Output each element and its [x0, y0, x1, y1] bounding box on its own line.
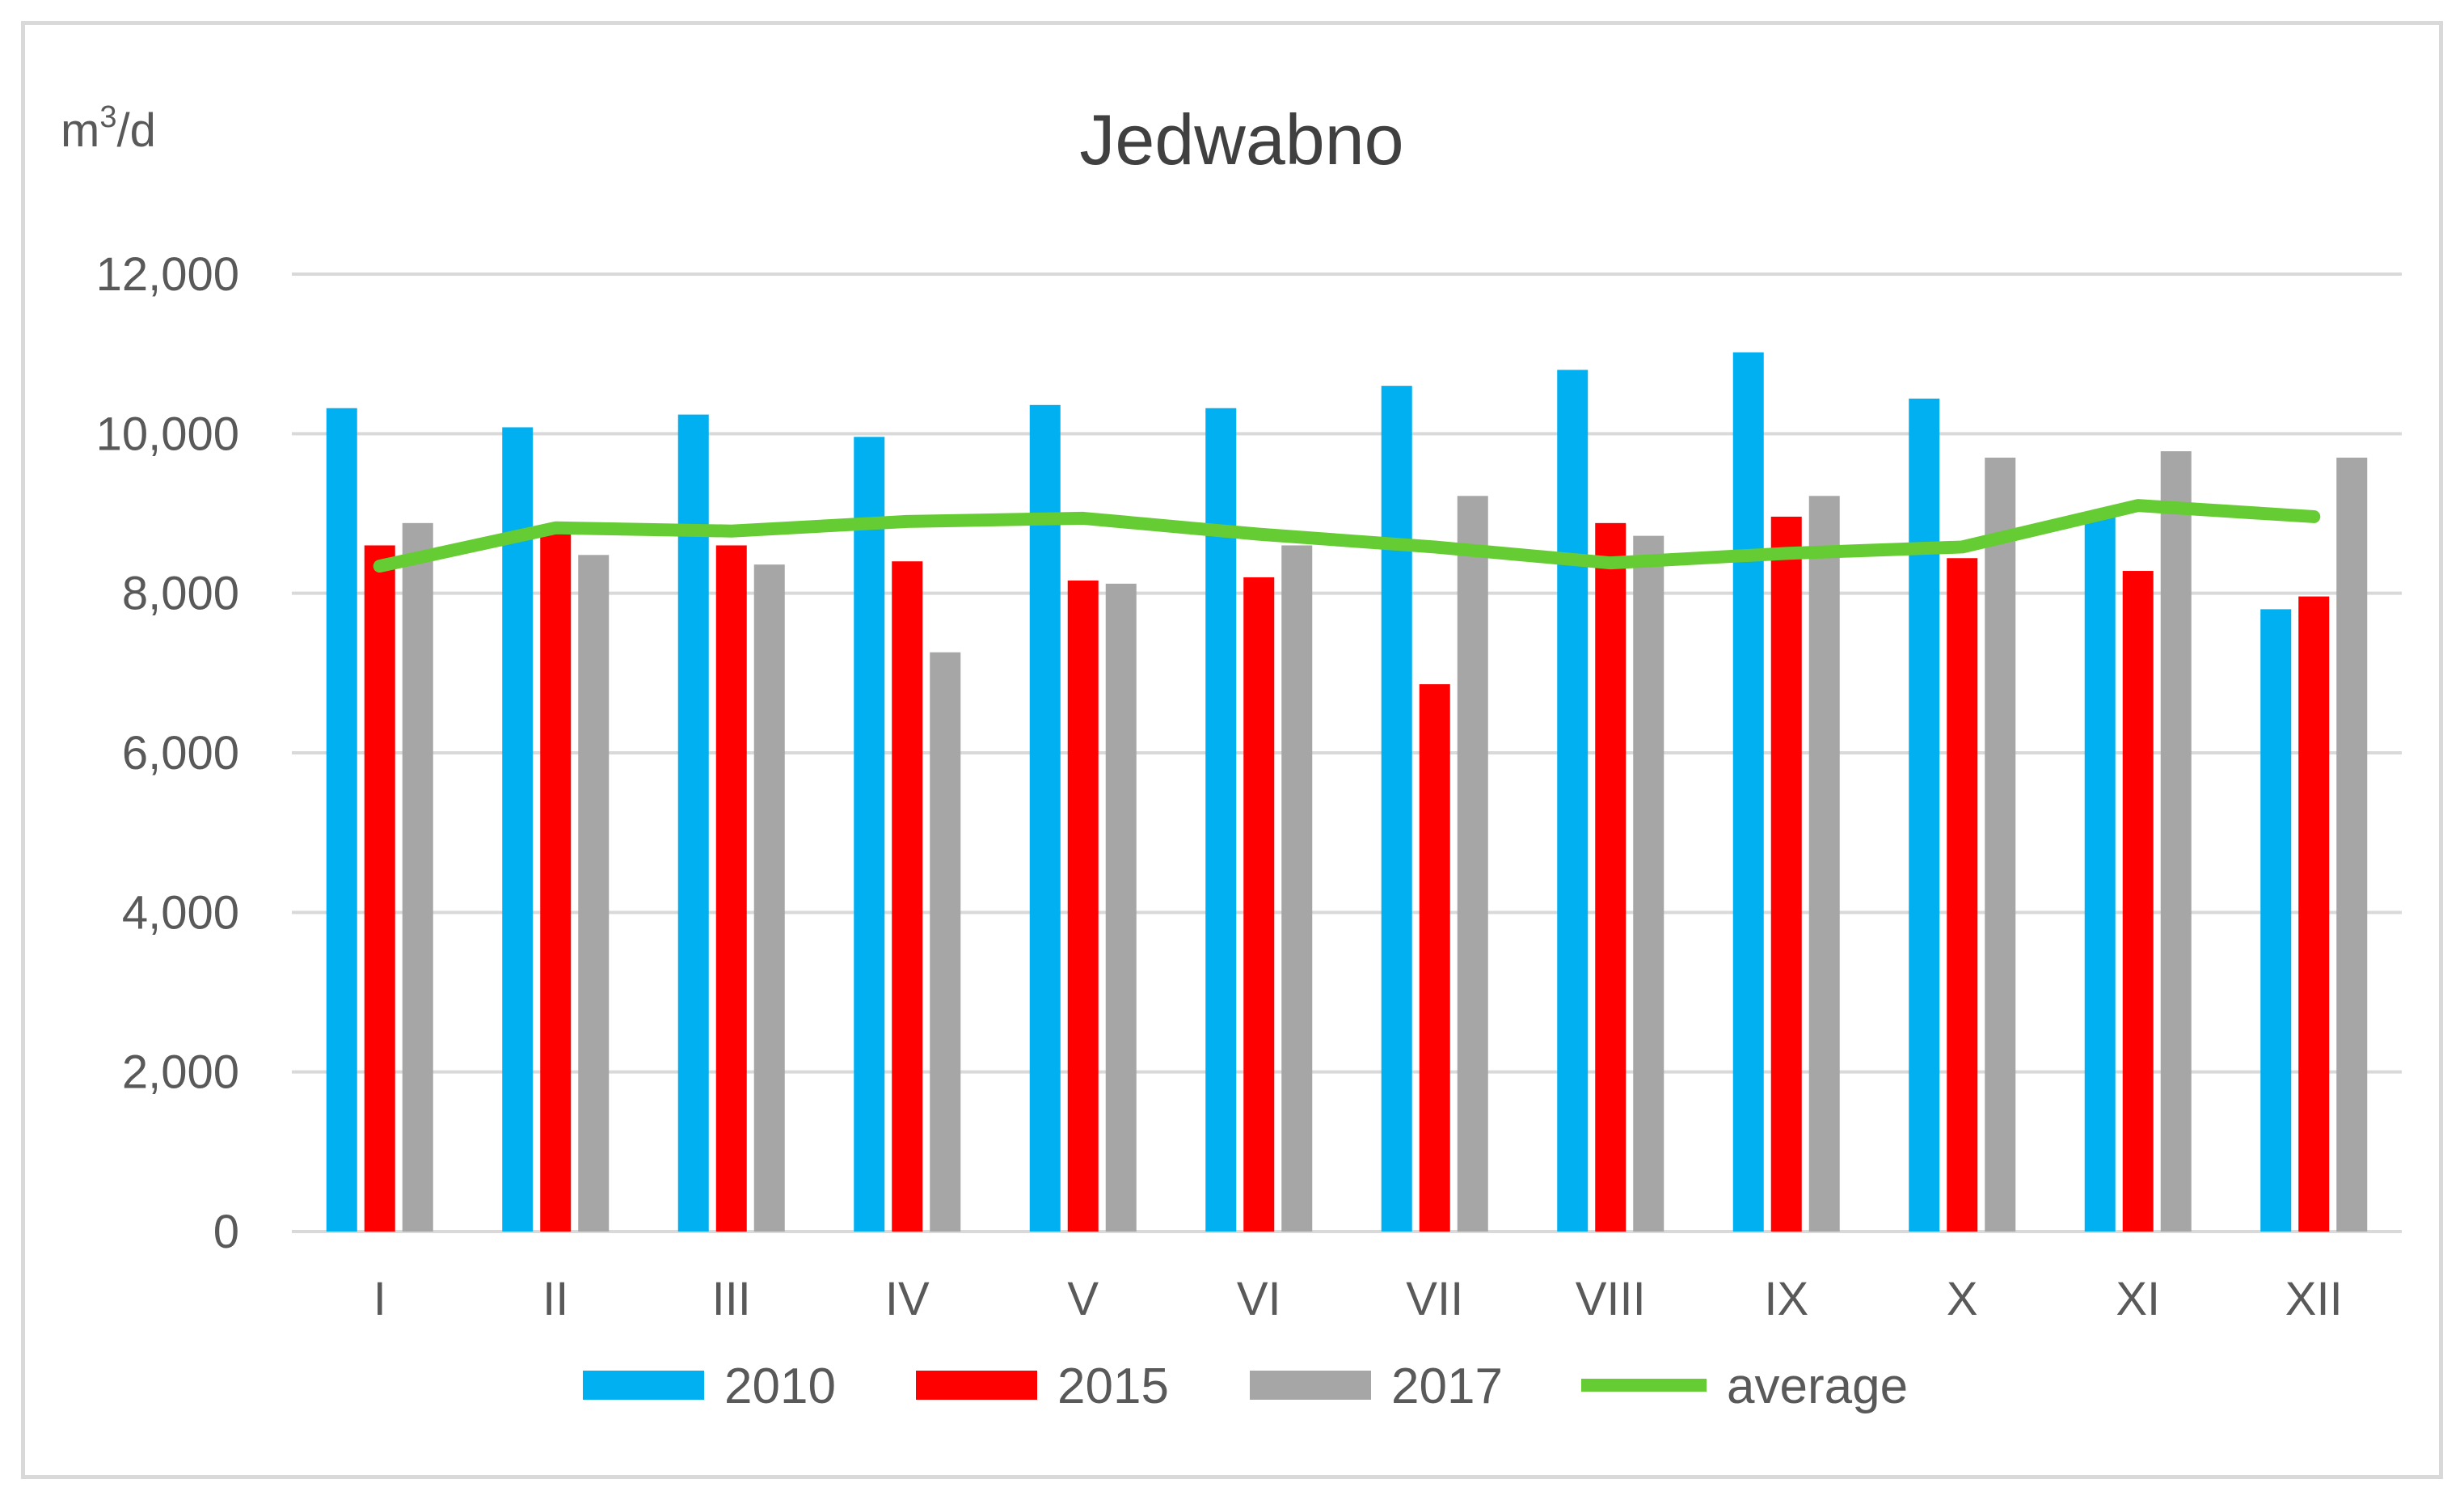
- line-layer: [373, 499, 2321, 573]
- legend-label-2010: 2010: [724, 1358, 836, 1414]
- y-tick-label: 4,000: [122, 886, 239, 939]
- bar-layer: [326, 352, 2368, 1232]
- bar-2010-V: [1029, 404, 1061, 1232]
- bar-2015-X: [1947, 558, 1978, 1232]
- bar-2010-IV: [854, 437, 885, 1232]
- y-tick-label: 12,000: [96, 248, 239, 301]
- bar-2017-IX: [1808, 496, 1840, 1232]
- bar-2017-VII: [1457, 496, 1488, 1232]
- x-tick-label: VIII: [1576, 1273, 1646, 1325]
- x-tick-label: VII: [1406, 1273, 1463, 1325]
- x-tick-label: XI: [2116, 1273, 2160, 1325]
- x-tick-label: I: [373, 1273, 386, 1325]
- y-tick-label: 6,000: [122, 727, 239, 780]
- bar-2015-VIII: [1595, 522, 1626, 1232]
- y-tick-label: 2,000: [122, 1046, 239, 1099]
- legend-label-average: average: [1727, 1358, 1908, 1414]
- bar-2017-II: [578, 555, 610, 1232]
- bar-2017-I: [402, 522, 433, 1232]
- bar-2017-VI: [1281, 545, 1313, 1232]
- bar-2015-XI: [2122, 571, 2154, 1232]
- chart-frame: m3/d Jedwabno 0 2,000 4,000 6,000 8,000 10,00…: [21, 21, 2443, 1479]
- bar-2015-VII: [1419, 684, 1450, 1232]
- bar-2010-X: [1909, 398, 1940, 1232]
- legend-label-2015: 2015: [1057, 1358, 1169, 1414]
- x-tick-label: II: [542, 1273, 568, 1325]
- bar-2017-III: [753, 564, 785, 1232]
- x-tick-label: III: [712, 1273, 751, 1325]
- legend-swatch-2010: [583, 1371, 704, 1400]
- bar-2017-V: [1105, 583, 1137, 1232]
- bar-2015-I: [364, 545, 395, 1232]
- y-tick-label: 0: [213, 1206, 239, 1258]
- bar-2015-IV: [892, 561, 923, 1232]
- bar-2010-I: [326, 408, 357, 1232]
- bar-2015-II: [540, 532, 572, 1232]
- bar-2017-XII: [2336, 457, 2368, 1232]
- unit-label: m3/d: [61, 100, 156, 157]
- bar-2015-III: [715, 545, 747, 1232]
- bar-2010-XI: [2084, 512, 2116, 1232]
- x-tick-label: IV: [885, 1273, 930, 1325]
- bar-2010-VII: [1381, 386, 1412, 1232]
- chart-title: Jedwabno: [1079, 99, 1403, 180]
- x-tick-label: XII: [2285, 1273, 2343, 1325]
- bar-2010-II: [502, 427, 534, 1232]
- bar-2010-VIII: [1557, 370, 1589, 1232]
- chart-svg: m3/d Jedwabno 0 2,000 4,000 6,000 8,000 10,00…: [61, 99, 2402, 1414]
- bar-2010-III: [677, 414, 709, 1232]
- bar-2015-IX: [1770, 516, 1802, 1232]
- bar-2015-V: [1067, 580, 1099, 1232]
- x-tick-label: X: [1947, 1273, 1978, 1325]
- legend-label-2017: 2017: [1391, 1358, 1503, 1414]
- bar-2017-VIII: [1633, 535, 1664, 1232]
- x-tick-label: IX: [1764, 1273, 1808, 1325]
- bar-2017-XI: [2160, 451, 2192, 1232]
- bar-2010-XII: [2260, 609, 2292, 1232]
- y-tick-label: 8,000: [122, 568, 239, 620]
- bar-2017-X: [1985, 457, 2016, 1232]
- y-tick-label: 10,000: [96, 408, 239, 460]
- bar-2015-XII: [2298, 596, 2330, 1232]
- legend-swatch-2017: [1250, 1371, 1371, 1400]
- legend: 2010 2015 2017 average: [583, 1358, 1908, 1414]
- bar-2017-IV: [930, 652, 961, 1232]
- x-tick-label: VI: [1237, 1273, 1281, 1325]
- line-average: [373, 499, 2321, 573]
- bar-2010-VI: [1205, 408, 1237, 1232]
- bar-2010-IX: [1732, 352, 1764, 1232]
- bar-2015-VI: [1243, 577, 1275, 1232]
- grid-layer: [292, 273, 2402, 1233]
- legend-swatch-2015: [916, 1371, 1037, 1400]
- x-tick-label: V: [1067, 1273, 1099, 1325]
